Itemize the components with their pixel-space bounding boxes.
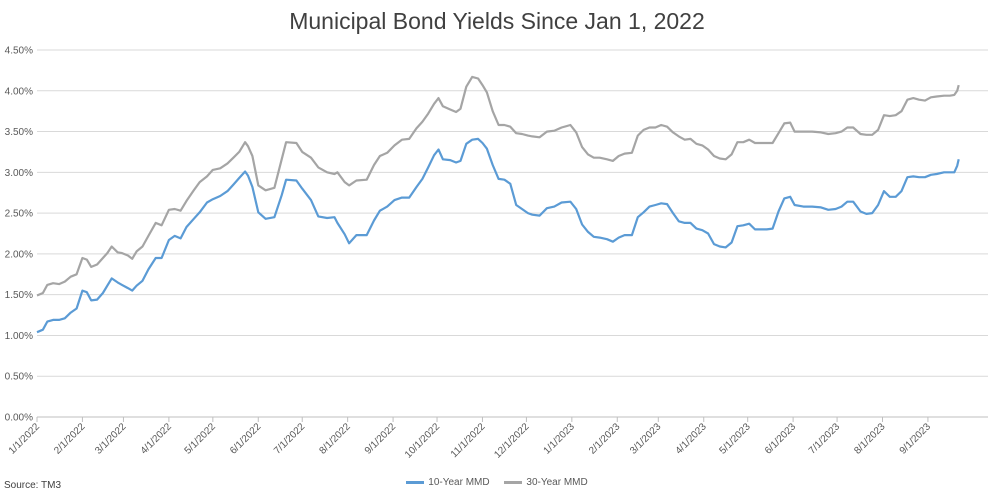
x-tick-label: 11/1/2022 — [449, 421, 488, 460]
x-tick-label: 1/1/2023 — [542, 421, 578, 457]
x-tick-label: 2/1/2022 — [52, 421, 88, 457]
x-tick-label: 7/1/2023 — [807, 421, 843, 457]
x-axis-ticks: 1/1/2022 2/1/2022 3/1/2022 4/1/2022 5/1/2022… — [7, 417, 934, 461]
chart-title: Municipal Bond Yields Since Jan 1, 2022 — [289, 8, 705, 34]
x-tick-label: 12/1/2022 — [492, 421, 532, 461]
y-tick-label: 4.50% — [5, 46, 33, 57]
x-tick-label: 9/1/2022 — [363, 421, 399, 457]
y-tick-label: 1.00% — [5, 331, 33, 342]
legend: 10-Year MMD 30-Year MMD — [0, 476, 994, 488]
gridlines — [37, 49, 988, 418]
x-tick-label: 2/1/2023 — [587, 421, 623, 457]
x-tick-label: 3/1/2023 — [628, 421, 664, 457]
y-tick-label: 3.50% — [5, 127, 33, 138]
x-tick-label: 3/1/2022 — [93, 421, 129, 457]
series-lines — [36, 75, 960, 334]
series-line-10-year — [36, 137, 960, 334]
y-tick-label: 3.00% — [5, 168, 33, 179]
x-tick-label: 4/1/2023 — [674, 421, 710, 457]
y-tick-label: 4.00% — [5, 86, 33, 97]
y-tick-label: 0.50% — [5, 372, 33, 383]
y-tick-label: 1.50% — [5, 290, 33, 301]
x-tick-label: 6/1/2023 — [763, 421, 799, 457]
x-tick-label: 9/1/2023 — [898, 421, 934, 457]
x-tick-label: 5/1/2022 — [183, 421, 219, 457]
x-tick-label: 1/1/2022 — [7, 421, 43, 457]
y-tick-label: 2.50% — [5, 209, 33, 220]
legend-swatch-10-year — [406, 481, 425, 484]
x-tick-label: 8/1/2022 — [317, 421, 353, 457]
x-tick-label: 7/1/2022 — [272, 421, 308, 457]
legend-label-30-year: 30-Year MMD — [526, 477, 588, 488]
y-tick-label: 2.00% — [5, 249, 33, 260]
source-note: Source: TM3 — [4, 480, 62, 491]
legend-item-30-year: 30-Year MMD — [504, 477, 588, 488]
x-tick-label: 8/1/2023 — [852, 421, 888, 457]
legend-item-10-year: 10-Year MMD — [406, 477, 490, 488]
y-tick-label: 0.00% — [5, 413, 33, 424]
x-tick-label: 4/1/2022 — [139, 421, 175, 457]
series-line-30-year — [36, 75, 960, 297]
legend-swatch-30-year — [504, 481, 523, 484]
y-axis-ticks: 0.00% 0.50% 1.00% 1.50% 2.00% 2.50% 3.00% 3.50%… — [5, 46, 33, 424]
x-tick-label: 6/1/2022 — [228, 421, 264, 457]
x-tick-label: 5/1/2023 — [717, 421, 753, 457]
x-tick-label: 10/1/2022 — [403, 421, 443, 461]
legend-label-10-year: 10-Year MMD — [428, 477, 490, 488]
